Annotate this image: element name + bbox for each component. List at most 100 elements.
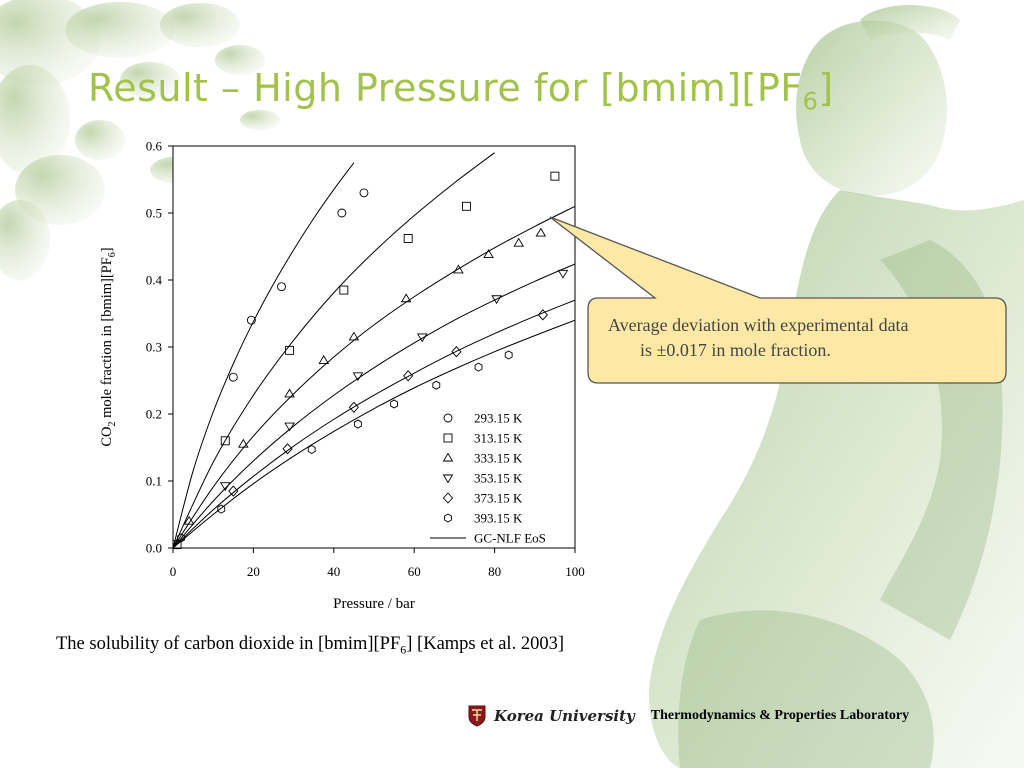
title-end: ] bbox=[818, 66, 834, 110]
caption-end: ] [Kamps et al. 2003] bbox=[406, 634, 564, 654]
data-point bbox=[228, 485, 239, 497]
y-tick-label: 0.6 bbox=[146, 139, 163, 154]
x-axis-label: Pressure / bar bbox=[333, 596, 415, 612]
legend-marker bbox=[442, 492, 454, 504]
data-point bbox=[183, 515, 195, 525]
plot-area bbox=[172, 145, 576, 549]
legend-marker bbox=[442, 474, 454, 484]
model-curve-29315 bbox=[173, 162, 355, 548]
y-tick-label: 0.1 bbox=[146, 474, 162, 489]
data-point bbox=[348, 331, 360, 341]
callout-box: Average deviation with experimental data… bbox=[608, 313, 1000, 363]
data-point bbox=[504, 350, 513, 360]
series-37315 bbox=[228, 309, 548, 497]
data-point bbox=[451, 346, 462, 358]
y-tick-label: 0.4 bbox=[146, 273, 163, 288]
data-point bbox=[238, 438, 249, 448]
data-point bbox=[228, 372, 238, 382]
series-33315 bbox=[183, 227, 547, 525]
legend-label: 333.15 K bbox=[474, 451, 523, 466]
data-point bbox=[337, 208, 347, 218]
data-point bbox=[282, 443, 293, 455]
callout-line-2: is ±0.017 in mole fraction. bbox=[640, 340, 831, 360]
data-point bbox=[483, 249, 494, 258]
data-point bbox=[220, 436, 230, 446]
model-curve-35315 bbox=[173, 263, 575, 548]
callout-shape bbox=[549, 216, 1007, 384]
series-39315 bbox=[177, 350, 513, 543]
legend-label: 393.15 K bbox=[474, 511, 523, 526]
data-point bbox=[284, 388, 295, 398]
foliage-decoration bbox=[0, 0, 280, 280]
legend-label: 353.15 K bbox=[474, 471, 523, 486]
series-29315 bbox=[228, 188, 369, 382]
data-point bbox=[352, 372, 364, 382]
legend-label: 373.15 K bbox=[474, 491, 523, 506]
lab-name: Thermodynamics & Properties Laboratory bbox=[650, 708, 910, 723]
data-point bbox=[172, 540, 182, 550]
legend-marker bbox=[442, 452, 454, 462]
y-axis-label: CO2 mole fraction in [bmim][PF6] bbox=[99, 247, 118, 446]
x-tick-label: 40 bbox=[327, 564, 340, 579]
x-tick-label: 80 bbox=[488, 564, 501, 579]
series-31315 bbox=[172, 171, 560, 550]
data-point bbox=[535, 227, 547, 237]
data-point bbox=[318, 355, 330, 364]
legend-marker bbox=[444, 513, 452, 523]
data-point bbox=[453, 264, 464, 274]
x-tick-label: 20 bbox=[247, 564, 260, 579]
data-point bbox=[403, 370, 414, 382]
data-point bbox=[354, 419, 362, 429]
title-subscript: 6 bbox=[802, 87, 819, 116]
data-point bbox=[537, 309, 548, 321]
data-point bbox=[285, 345, 295, 355]
legend-marker bbox=[443, 413, 453, 423]
model-curves bbox=[173, 152, 575, 548]
legend: 293.15 K 313.15 K 333.15 K 353.15 K 373.15 K… bbox=[430, 411, 546, 546]
slide-title: Result – High Pressure for [bmim][PF6] bbox=[88, 66, 834, 116]
x-tick-label: 100 bbox=[565, 564, 585, 579]
legend-label-model: GC-NLF EoS bbox=[474, 531, 546, 546]
data-point bbox=[348, 401, 360, 413]
data-point bbox=[432, 380, 441, 390]
data-point bbox=[217, 504, 226, 514]
data-point bbox=[416, 333, 428, 343]
model-curve-31315 bbox=[173, 152, 495, 548]
data-point bbox=[390, 399, 399, 409]
legend-marker bbox=[443, 433, 453, 443]
callout-line-1: Average deviation with experimental data bbox=[608, 315, 909, 335]
y-tick-label: 0.0 bbox=[146, 541, 162, 556]
data-point bbox=[177, 533, 185, 543]
model-curve-33315 bbox=[173, 205, 575, 548]
figure-caption: The solubility of carbon dioxide in [bmi… bbox=[56, 634, 564, 658]
data-point bbox=[550, 171, 560, 181]
data-point bbox=[307, 444, 316, 455]
data-point bbox=[246, 315, 256, 325]
title-text: Result – High Pressure for [bmim][PF bbox=[88, 66, 803, 110]
y-tick-label: 0.5 bbox=[146, 206, 162, 221]
data-point bbox=[513, 237, 525, 247]
legend-label: 313.15 K bbox=[474, 431, 523, 446]
y-tick-label: 0.2 bbox=[146, 407, 162, 422]
data-point bbox=[403, 234, 413, 243]
data-point bbox=[557, 269, 569, 279]
data-point bbox=[219, 482, 231, 492]
series-35315 bbox=[219, 269, 569, 492]
data-point bbox=[284, 422, 295, 432]
data-point bbox=[491, 295, 502, 305]
university-name: Korea University bbox=[494, 707, 635, 725]
data-point bbox=[474, 362, 483, 372]
caption-text: The solubility of carbon dioxide in [bmi… bbox=[56, 634, 401, 654]
data-point bbox=[462, 201, 471, 211]
x-tick-label: 60 bbox=[408, 564, 421, 579]
x-tick-label: 0 bbox=[170, 564, 177, 579]
y-tick-label: 0.3 bbox=[146, 340, 162, 355]
korea-university-crest-icon bbox=[468, 705, 486, 727]
data-point bbox=[400, 293, 412, 303]
model-curve-37315 bbox=[173, 299, 575, 548]
footer: Korea University Thermodynamics & Proper… bbox=[468, 703, 909, 729]
data-point bbox=[359, 188, 369, 198]
data-point bbox=[277, 282, 286, 292]
caption-subscript: 6 bbox=[400, 642, 407, 657]
